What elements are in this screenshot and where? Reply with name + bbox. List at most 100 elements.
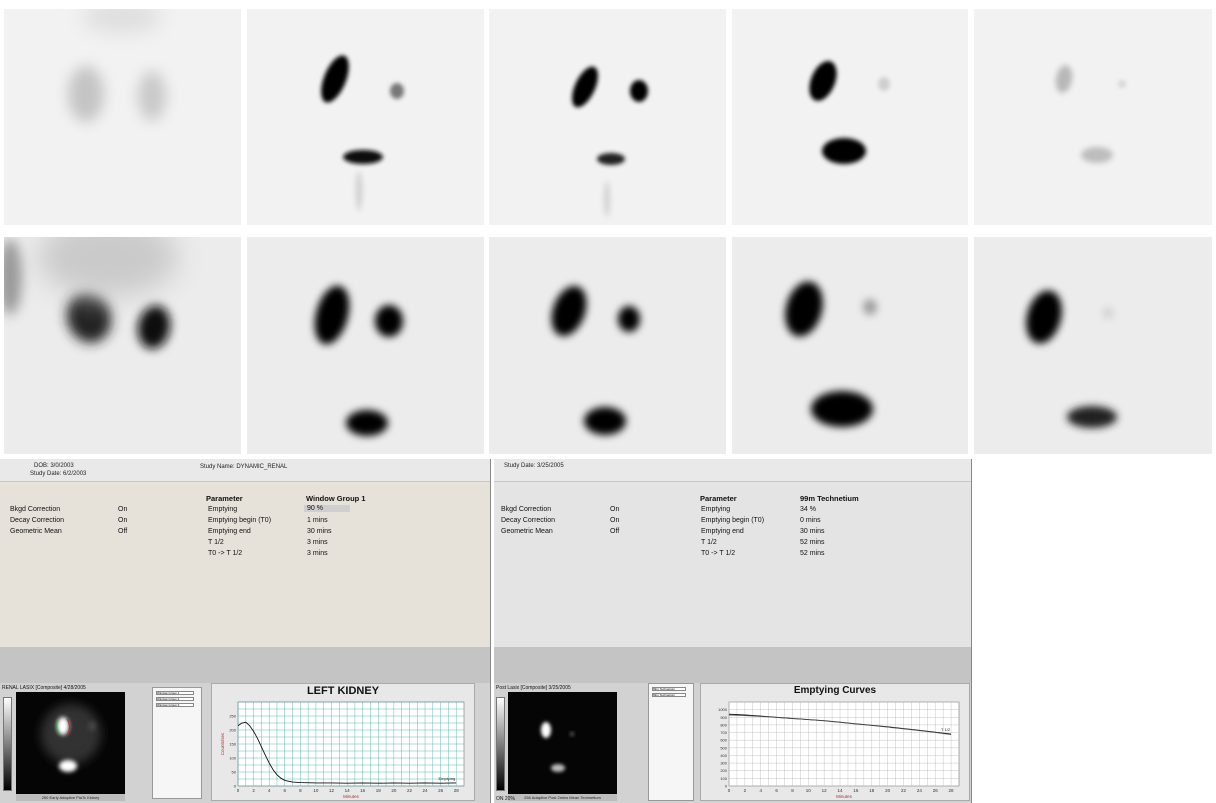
right-divider-band — [494, 647, 971, 683]
x-tick-label: 22 — [901, 788, 907, 793]
y-tick-label: 800 — [720, 722, 727, 727]
right-thumbnail-image[interactable] — [508, 692, 617, 794]
x-tick-label: 12 — [822, 788, 828, 793]
left-thumbnail-svg — [41, 704, 101, 772]
bkgd-correction-label: Bkgd Correction — [10, 506, 61, 513]
geometric-mean-value: Off — [118, 528, 128, 535]
right-color-scale — [496, 697, 505, 791]
geometric-mean-label: Geometric Mean — [10, 528, 62, 535]
x-tick-label: 8 — [299, 788, 302, 793]
right-study-date-label: Study Date: 3/25/2005 — [504, 463, 564, 469]
t-half-label: T 1/2 — [701, 539, 717, 546]
series-line — [237, 721, 457, 784]
t0-t-half-value: 3 mins — [307, 550, 328, 557]
right-chart-plot: 0 2 4 6 8 10 12 14 16 18 20 22 24 26 28010020030040050… — [718, 701, 960, 799]
t-half-value: 3 mins — [307, 539, 328, 546]
left-parameters-table: Parameter Window Group 1 Bkgd Correction… — [0, 482, 490, 647]
x-tick-label: 20 — [885, 788, 891, 793]
y-tick-label: 1000 — [718, 707, 728, 712]
uptake-region — [551, 285, 587, 337]
right-legend-panel: 99m Technetium 99m Technetium — [648, 683, 694, 801]
emptying-begin-label: Emptying begin (T0) — [208, 517, 272, 524]
scan-frame-1 — [4, 9, 241, 225]
y-tick-label: 100 — [720, 776, 727, 781]
isotope-header: 99m Technetium — [800, 494, 859, 503]
legend-item[interactable]: Window Group 2 — [156, 697, 194, 701]
uptake-region — [822, 138, 866, 164]
decay-correction-label: Decay Correction — [501, 517, 556, 524]
emptying-end-value: 30 mins — [800, 528, 825, 535]
x-tick-label: 20 — [391, 788, 397, 793]
right-thumb-title: Post Lasix [Composite] 3/25/2005 — [496, 685, 571, 691]
scan-frame-svg — [809, 61, 890, 164]
emptying-begin-value: 0 mins — [800, 517, 821, 524]
uptake-region — [82, 9, 162, 33]
scan-frame-6 — [4, 237, 241, 454]
y-axis-label: Counts/sec — [220, 732, 225, 755]
x-tick-label: 24 — [917, 788, 923, 793]
x-tick-label: 16 — [360, 788, 366, 793]
x-tick-label: 4 — [759, 788, 762, 793]
legend-item[interactable]: Window Group 3 — [156, 703, 194, 707]
y-tick-label: 500 — [720, 745, 727, 750]
scan-frame-7 — [247, 237, 484, 454]
scan-frame-9 — [732, 237, 968, 454]
right-thumb-footer: ON 20% — [496, 796, 515, 802]
bkgd-correction-value: On — [610, 506, 620, 513]
x-tick-label: 26 — [933, 788, 939, 793]
scan-frame-3 — [489, 9, 726, 225]
y-tick-label: 300 — [720, 761, 727, 766]
x-tick-label: 4 — [268, 788, 271, 793]
uptake-region — [630, 80, 648, 102]
x-axis-label: Minutes — [343, 794, 360, 799]
left-thumb-caption: 250 Early Adaptive PlaTc Kidney — [16, 794, 125, 801]
right-report-panel: Study Date: 3/25/2005 Parameter 99m Tech… — [494, 459, 972, 803]
x-tick-label: 2 — [744, 788, 747, 793]
uptake-region — [584, 407, 626, 435]
x-tick-label: 6 — [284, 788, 287, 793]
uptake-region — [66, 291, 112, 343]
scan-frame-svg — [1026, 290, 1117, 428]
uptake-region — [809, 61, 837, 101]
y-tick-label: 150 — [229, 742, 236, 747]
geometric-mean-label: Geometric Mean — [501, 528, 553, 535]
uptake-region — [38, 237, 178, 297]
emptying-end-label: Emptying end — [701, 528, 744, 535]
study-date-label: Study Date: 6/2/2003 — [30, 471, 87, 477]
left-color-scale — [3, 697, 12, 791]
parameter-header: Parameter — [700, 494, 737, 503]
left-legend-panel: Window Group 1 Window Group 2 Window Gro… — [152, 687, 202, 799]
left-chart-title: LEFT KIDNEY — [306, 685, 380, 697]
uptake-region — [1026, 290, 1062, 344]
left-chart-plot: 0 2 4 6 8 10 12 14 16 18 20 22 24 26 28050100150200250… — [220, 701, 465, 799]
uptake-region — [785, 281, 823, 337]
x-tick-label: 0 — [237, 788, 240, 793]
x-tick-label: 14 — [838, 788, 844, 793]
legend-item[interactable]: 99m Technetium — [652, 687, 686, 691]
scan-frame-10 — [974, 237, 1212, 454]
x-tick-label: 10 — [806, 788, 812, 793]
legend-item[interactable]: 99m Technetium — [652, 693, 686, 697]
left-thumbnail-image[interactable] — [16, 692, 125, 794]
y-tick-label: 200 — [229, 728, 236, 733]
parameter-header: Parameter — [206, 494, 243, 503]
x-tick-label: 18 — [869, 788, 875, 793]
uptake-region — [356, 171, 362, 211]
right-thumbnail-svg — [541, 722, 574, 772]
t-half-label: T 1/2 — [208, 539, 224, 546]
uptake-region — [68, 66, 104, 122]
left-report-panel: DOB: 3/0/2003 Study Date: 6/2/2003 Study… — [0, 459, 491, 803]
emptying-curves-chart: Emptying Curves 0 2 4 6 8 10 12 14 16 18 20 22 24 26 2… — [700, 683, 970, 801]
bkgd-correction-label: Bkgd Correction — [501, 506, 552, 513]
legend-item[interactable]: Window Group 1 — [156, 691, 194, 695]
uptake-region — [4, 239, 22, 315]
y-tick-label: 200 — [720, 768, 727, 773]
uptake-region — [1055, 65, 1073, 93]
right-parameters-table: Parameter 99m Technetium Bkgd Correction… — [494, 482, 971, 647]
uptake-region — [1103, 307, 1113, 319]
uptake-region — [1067, 406, 1117, 428]
window-group-header: Window Group 1 — [306, 494, 366, 503]
t-half-value: 52 mins — [800, 539, 825, 546]
y-tick-label: 50 — [232, 770, 237, 775]
left-thumb-title: RENAL LASIX [Composite] 4/28/2005 — [2, 685, 86, 691]
